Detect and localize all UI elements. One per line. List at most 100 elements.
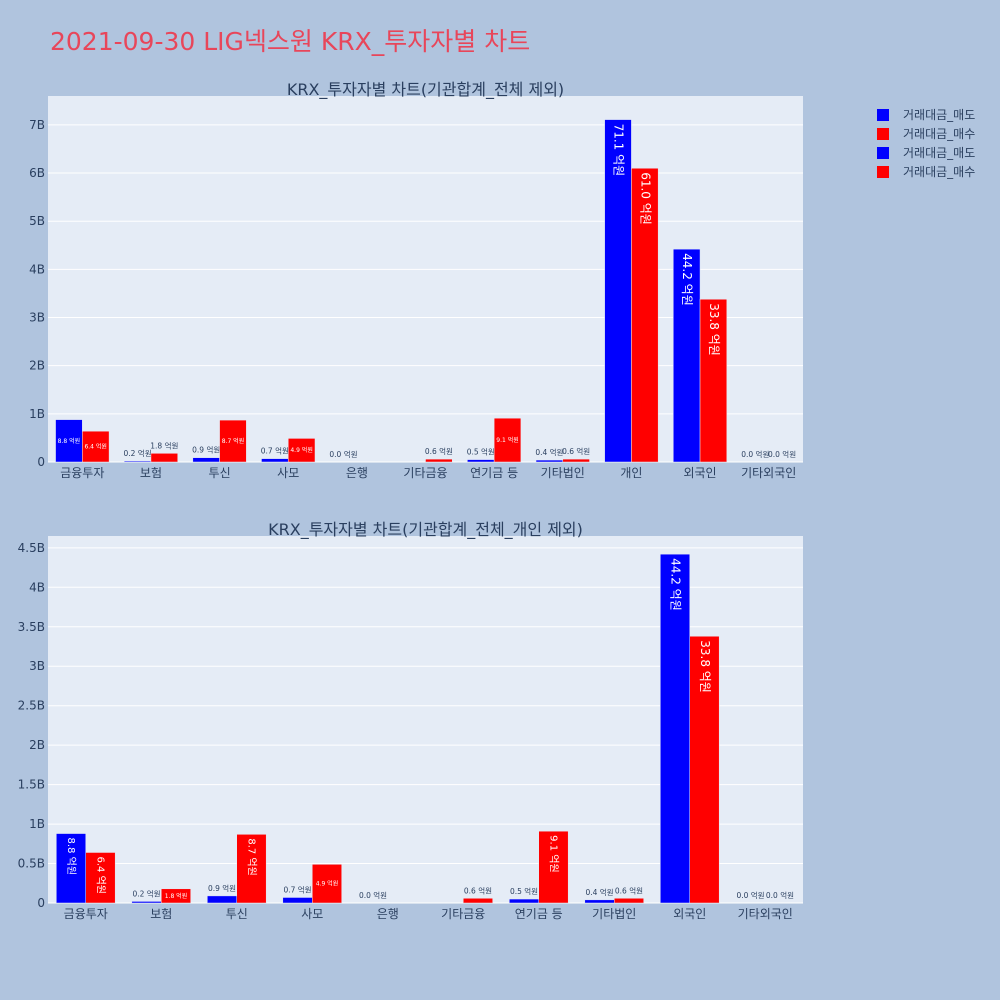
bar-data-label: 8.7 억원 bbox=[222, 437, 245, 445]
y-tick-label: 2B bbox=[29, 738, 45, 752]
bar-data-label: 61.0 억원 bbox=[638, 172, 652, 225]
bar-sell bbox=[673, 248, 701, 463]
y-tick-label: 0 bbox=[37, 896, 45, 910]
bar-data-label: 33.8 억원 bbox=[707, 303, 721, 356]
legend-swatch bbox=[877, 147, 889, 159]
bar-sell bbox=[123, 460, 152, 463]
y-tick-label: 1B bbox=[29, 407, 45, 421]
x-tick-label: 금융투자 bbox=[60, 466, 104, 480]
chart-title: KRX_투자자별 차트(기관합계_전체_개인 제외) bbox=[268, 520, 583, 540]
bar-data-label: 0.9 억원 bbox=[208, 884, 236, 893]
bar-buy bbox=[236, 834, 267, 904]
bar-buy bbox=[161, 888, 191, 904]
y-tick-label: 2B bbox=[29, 359, 45, 373]
chart-title: KRX_투자자별 차트(기관합계_전체 제외) bbox=[287, 80, 564, 100]
bar-data-label: 0.4 억원 bbox=[585, 888, 613, 897]
bar-buy bbox=[614, 898, 644, 904]
bar-buy bbox=[150, 453, 178, 463]
legend-label: 거래대금_매도 bbox=[903, 108, 975, 122]
bar-data-label: 0.5 억원 bbox=[467, 448, 495, 457]
bar-data-label: 0.6 억원 bbox=[425, 447, 453, 456]
y-tick-label: 7B bbox=[29, 118, 45, 132]
y-tick-label: 3B bbox=[29, 659, 45, 673]
bar-sell bbox=[467, 459, 495, 463]
bar-data-label: 9.1 억원 bbox=[547, 835, 559, 872]
chart-top: 0 1B 2B 3B 4B 5B 6B 7B KRX_투자자별 차트(기관합계_전체 제외) 금융… bbox=[29, 80, 803, 480]
x-tick-label: 연기금 등 bbox=[470, 466, 518, 480]
y-tick-label: 0 bbox=[37, 455, 45, 469]
bar-data-label: 0.0 억원 bbox=[736, 891, 764, 900]
bar-data-label: 8.8 억원 bbox=[65, 838, 77, 875]
bar-buy bbox=[82, 430, 110, 463]
bar-data-label: 44.2 억원 bbox=[680, 253, 694, 306]
y-tick-label: 1B bbox=[29, 817, 45, 831]
bar-data-label: 0.6 억원 bbox=[464, 886, 492, 895]
legend-swatch bbox=[877, 109, 889, 121]
x-tick-label: 보험 bbox=[140, 466, 162, 480]
bar-data-label: 33.8 억원 bbox=[698, 640, 712, 693]
y-tick-label: 3B bbox=[29, 311, 45, 325]
x-tick-label: 기타금융 bbox=[403, 466, 447, 480]
bar-data-label: 8.8 억원 bbox=[58, 437, 81, 445]
legend-swatch bbox=[877, 128, 889, 140]
bar-data-label: 6.4 억원 bbox=[84, 443, 107, 451]
bar-data-label: 1.8 억원 bbox=[150, 441, 178, 450]
x-tick-label: 연기금 등 bbox=[515, 907, 563, 921]
y-tick-label: 0.5B bbox=[18, 857, 45, 871]
bar-data-label: 71.1 억원 bbox=[612, 124, 626, 177]
bar-sell bbox=[192, 457, 220, 463]
bar-buy bbox=[463, 898, 493, 904]
bar-buy bbox=[562, 458, 590, 463]
bar-sell bbox=[535, 459, 564, 463]
bar-data-label: 0.0 억원 bbox=[741, 450, 769, 459]
bar-data-label: 0.2 억원 bbox=[132, 889, 160, 898]
x-tick-label: 금융투자 bbox=[64, 907, 108, 921]
y-tick-label: 3.5B bbox=[18, 620, 45, 634]
bar-data-label: 0.6 억원 bbox=[562, 447, 590, 456]
page-title: 2021-09-30 LIG넥스원 KRX_투자자별 차트 bbox=[50, 27, 531, 56]
bar-sell bbox=[660, 553, 690, 904]
y-tick-label: 2.5B bbox=[18, 699, 45, 713]
y-tick-label: 4B bbox=[29, 580, 45, 594]
bar-data-label: 0.2 억원 bbox=[124, 449, 152, 458]
bar-data-label: 4.9 억원 bbox=[316, 880, 339, 888]
x-tick-label: 기타금융 bbox=[441, 907, 485, 921]
bar-data-label: 0.0 억원 bbox=[766, 891, 794, 900]
legend-label: 거래대금_매도 bbox=[903, 146, 975, 160]
x-tick-label: 기타외국인 bbox=[741, 466, 796, 480]
x-tick-label: 사모 bbox=[277, 466, 299, 480]
x-tick-label: 투신 bbox=[226, 907, 248, 921]
bar-data-label: 0.0 억원 bbox=[329, 450, 357, 459]
bar-sell bbox=[509, 898, 539, 904]
bar-data-label: 4.9 억원 bbox=[290, 446, 313, 454]
bar-data-label: 6.4 억원 bbox=[94, 856, 106, 893]
bar-sell bbox=[282, 897, 313, 904]
bar-sell bbox=[207, 895, 237, 904]
bar-data-label: 0.7 억원 bbox=[283, 885, 311, 894]
chart-bottom: 0 0.5B 1B 1.5B 2B 2.5B 3B 3.5B 4B 4.5B KRX_투자자별 차트… bbox=[18, 520, 803, 921]
x-tick-label: 기타외국인 bbox=[738, 907, 793, 921]
bar-sell bbox=[261, 458, 289, 463]
bar-buy bbox=[631, 167, 659, 463]
y-tick-label: 4.5B bbox=[18, 541, 45, 555]
y-tick-label: 1.5B bbox=[18, 778, 45, 792]
bar-buy bbox=[287, 438, 316, 463]
bar-buy bbox=[689, 635, 720, 904]
x-tick-label: 사모 bbox=[301, 907, 323, 921]
bar-data-label: 8.7 억원 bbox=[245, 838, 257, 875]
bar-data-label: 0.9 억원 bbox=[192, 446, 220, 455]
bar-buy bbox=[312, 864, 342, 904]
bar-sell bbox=[131, 901, 162, 904]
x-tick-label: 외국인 bbox=[683, 466, 716, 480]
bar-buy bbox=[85, 852, 116, 904]
x-tick-label: 외국인 bbox=[673, 907, 706, 921]
bar-data-label: 0.4 억원 bbox=[535, 448, 563, 457]
x-tick-label: 은행 bbox=[377, 906, 399, 921]
bar-data-label: 0.0 억원 bbox=[359, 891, 387, 900]
bar-data-label: 9.1 억원 bbox=[496, 436, 519, 444]
bar-data-label: 0.5 억원 bbox=[510, 887, 538, 896]
bar-buy bbox=[493, 417, 522, 463]
y-tick-label: 4B bbox=[29, 262, 45, 276]
